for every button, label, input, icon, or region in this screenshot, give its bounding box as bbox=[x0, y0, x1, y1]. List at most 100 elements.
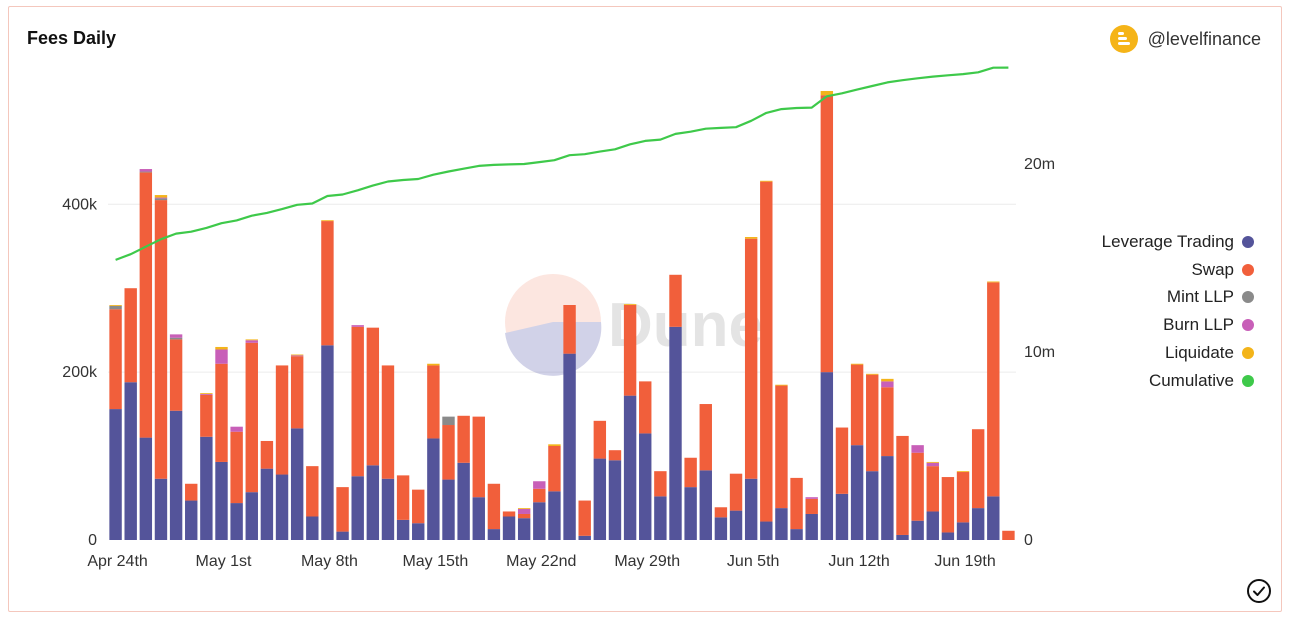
brand[interactable]: @levelfinance bbox=[1109, 25, 1261, 53]
bar-liquidate bbox=[623, 304, 637, 305]
legend-dot-swap bbox=[1242, 263, 1254, 276]
bar-swap bbox=[366, 327, 380, 466]
bar-swap bbox=[1002, 530, 1015, 540]
grid-lines bbox=[108, 203, 1016, 373]
bar-leverage bbox=[487, 529, 501, 540]
bar-liquidate bbox=[881, 378, 894, 382]
bar-leverage bbox=[548, 491, 561, 540]
cumulative-line bbox=[115, 66, 1009, 261]
bar-leverage bbox=[200, 436, 213, 540]
bar-liquidate bbox=[109, 305, 122, 306]
bar-leverage bbox=[215, 461, 228, 540]
bar-leverage bbox=[154, 478, 168, 540]
bar-leverage bbox=[290, 428, 304, 540]
bar-swap bbox=[154, 200, 168, 479]
bar-swap bbox=[684, 457, 697, 488]
bar-swap bbox=[578, 500, 591, 536]
bar-swap bbox=[926, 466, 939, 512]
bar-leverage bbox=[230, 503, 243, 540]
bar-leverage bbox=[760, 521, 773, 540]
bar-leverage bbox=[442, 479, 455, 540]
bar-mint bbox=[442, 416, 455, 426]
bar-burn bbox=[139, 169, 153, 172]
brand-handle: @levelfinance bbox=[1147, 28, 1261, 49]
bar-leverage bbox=[987, 496, 1000, 540]
bar-leverage bbox=[472, 497, 485, 540]
dune-logo-icon bbox=[505, 274, 601, 370]
bar-mint bbox=[154, 198, 168, 201]
bar-liquidate bbox=[760, 180, 773, 182]
bar-leverage bbox=[306, 516, 319, 540]
bar-swap bbox=[200, 394, 213, 437]
bar-swap bbox=[215, 363, 228, 462]
bar-leverage bbox=[396, 519, 410, 540]
x-tick-label: May 29th bbox=[614, 553, 680, 570]
bar-burn bbox=[926, 462, 939, 467]
bar-liquidate bbox=[321, 220, 334, 222]
legend-dot-cumulative bbox=[1242, 374, 1254, 387]
bar-swap bbox=[230, 431, 243, 504]
bar-leverage bbox=[593, 458, 607, 540]
bar-leverage bbox=[835, 493, 849, 540]
bar-liquidate bbox=[290, 354, 304, 356]
legend: Leverage Trading Swap Mint LLP Burn LLP … bbox=[1102, 228, 1254, 395]
bar-swap bbox=[669, 274, 682, 327]
legend-item-mint-llp[interactable]: Mint LLP bbox=[1102, 284, 1254, 312]
bar-swap bbox=[941, 477, 955, 533]
bar-burn bbox=[517, 508, 531, 514]
bar-burn bbox=[911, 445, 924, 453]
x-tick-label: May 8th bbox=[301, 553, 358, 570]
bar-swap bbox=[502, 511, 516, 517]
bar-liquidate bbox=[245, 339, 258, 341]
bar-leverage bbox=[608, 460, 622, 540]
bar-swap bbox=[805, 498, 818, 514]
bar-leverage bbox=[775, 508, 788, 540]
y-left-tick-label: 200k bbox=[62, 364, 98, 381]
bar-swap bbox=[881, 387, 894, 457]
y-left-tick-label: 400k bbox=[62, 196, 98, 213]
bar-swap bbox=[744, 238, 758, 479]
bar-leverage bbox=[881, 456, 894, 540]
bar-swap bbox=[593, 420, 607, 459]
bar-swap bbox=[275, 365, 289, 475]
bar-leverage bbox=[850, 445, 864, 540]
bar-liquidate bbox=[987, 281, 1000, 283]
legend-item-cumulative[interactable]: Cumulative bbox=[1102, 367, 1254, 395]
bar-swap bbox=[245, 342, 258, 493]
bar-swap bbox=[124, 288, 137, 383]
bar-leverage bbox=[124, 382, 137, 540]
bar-liquidate bbox=[744, 237, 758, 239]
bar-leverage bbox=[321, 345, 334, 540]
bar-swap bbox=[457, 415, 470, 463]
bar-burn bbox=[351, 325, 364, 327]
dune-logo-shade bbox=[505, 322, 602, 376]
bar-swap bbox=[563, 305, 576, 354]
legend-item-liquidate[interactable]: Liquidate bbox=[1102, 339, 1254, 367]
bar-leverage bbox=[578, 535, 591, 540]
legend-item-leverage-trading[interactable]: Leverage Trading bbox=[1102, 228, 1254, 256]
x-tick-label: May 1st bbox=[195, 553, 252, 570]
bar-swap bbox=[896, 435, 909, 535]
bar-swap bbox=[412, 489, 425, 524]
bar-swap bbox=[427, 365, 440, 439]
bar-swap bbox=[820, 95, 834, 373]
bar-swap bbox=[109, 309, 122, 410]
bar-liquidate bbox=[866, 373, 879, 375]
bar-swap bbox=[472, 416, 485, 498]
bar-swap bbox=[714, 507, 728, 518]
legend-dot-mint bbox=[1242, 291, 1254, 304]
bar-swap bbox=[487, 483, 501, 530]
bar-liquidate bbox=[956, 471, 970, 473]
legend-item-burn-llp[interactable]: Burn LLP bbox=[1102, 311, 1254, 339]
legend-item-swap[interactable]: Swap bbox=[1102, 256, 1254, 284]
bar-leverage bbox=[654, 496, 667, 540]
bar-leverage bbox=[639, 433, 652, 540]
bar-swap bbox=[321, 221, 334, 346]
check-circle-icon[interactable] bbox=[1246, 578, 1272, 604]
bar-leverage bbox=[805, 513, 818, 540]
axes: 0 200k 400k 0 10m 20m Apr 24th May 1st May 8th Ma… bbox=[62, 156, 1055, 570]
legend-dot-leverage bbox=[1242, 235, 1254, 248]
bar-leverage bbox=[457, 462, 470, 540]
bar-swap bbox=[290, 356, 304, 429]
bar-leverage bbox=[139, 437, 153, 540]
